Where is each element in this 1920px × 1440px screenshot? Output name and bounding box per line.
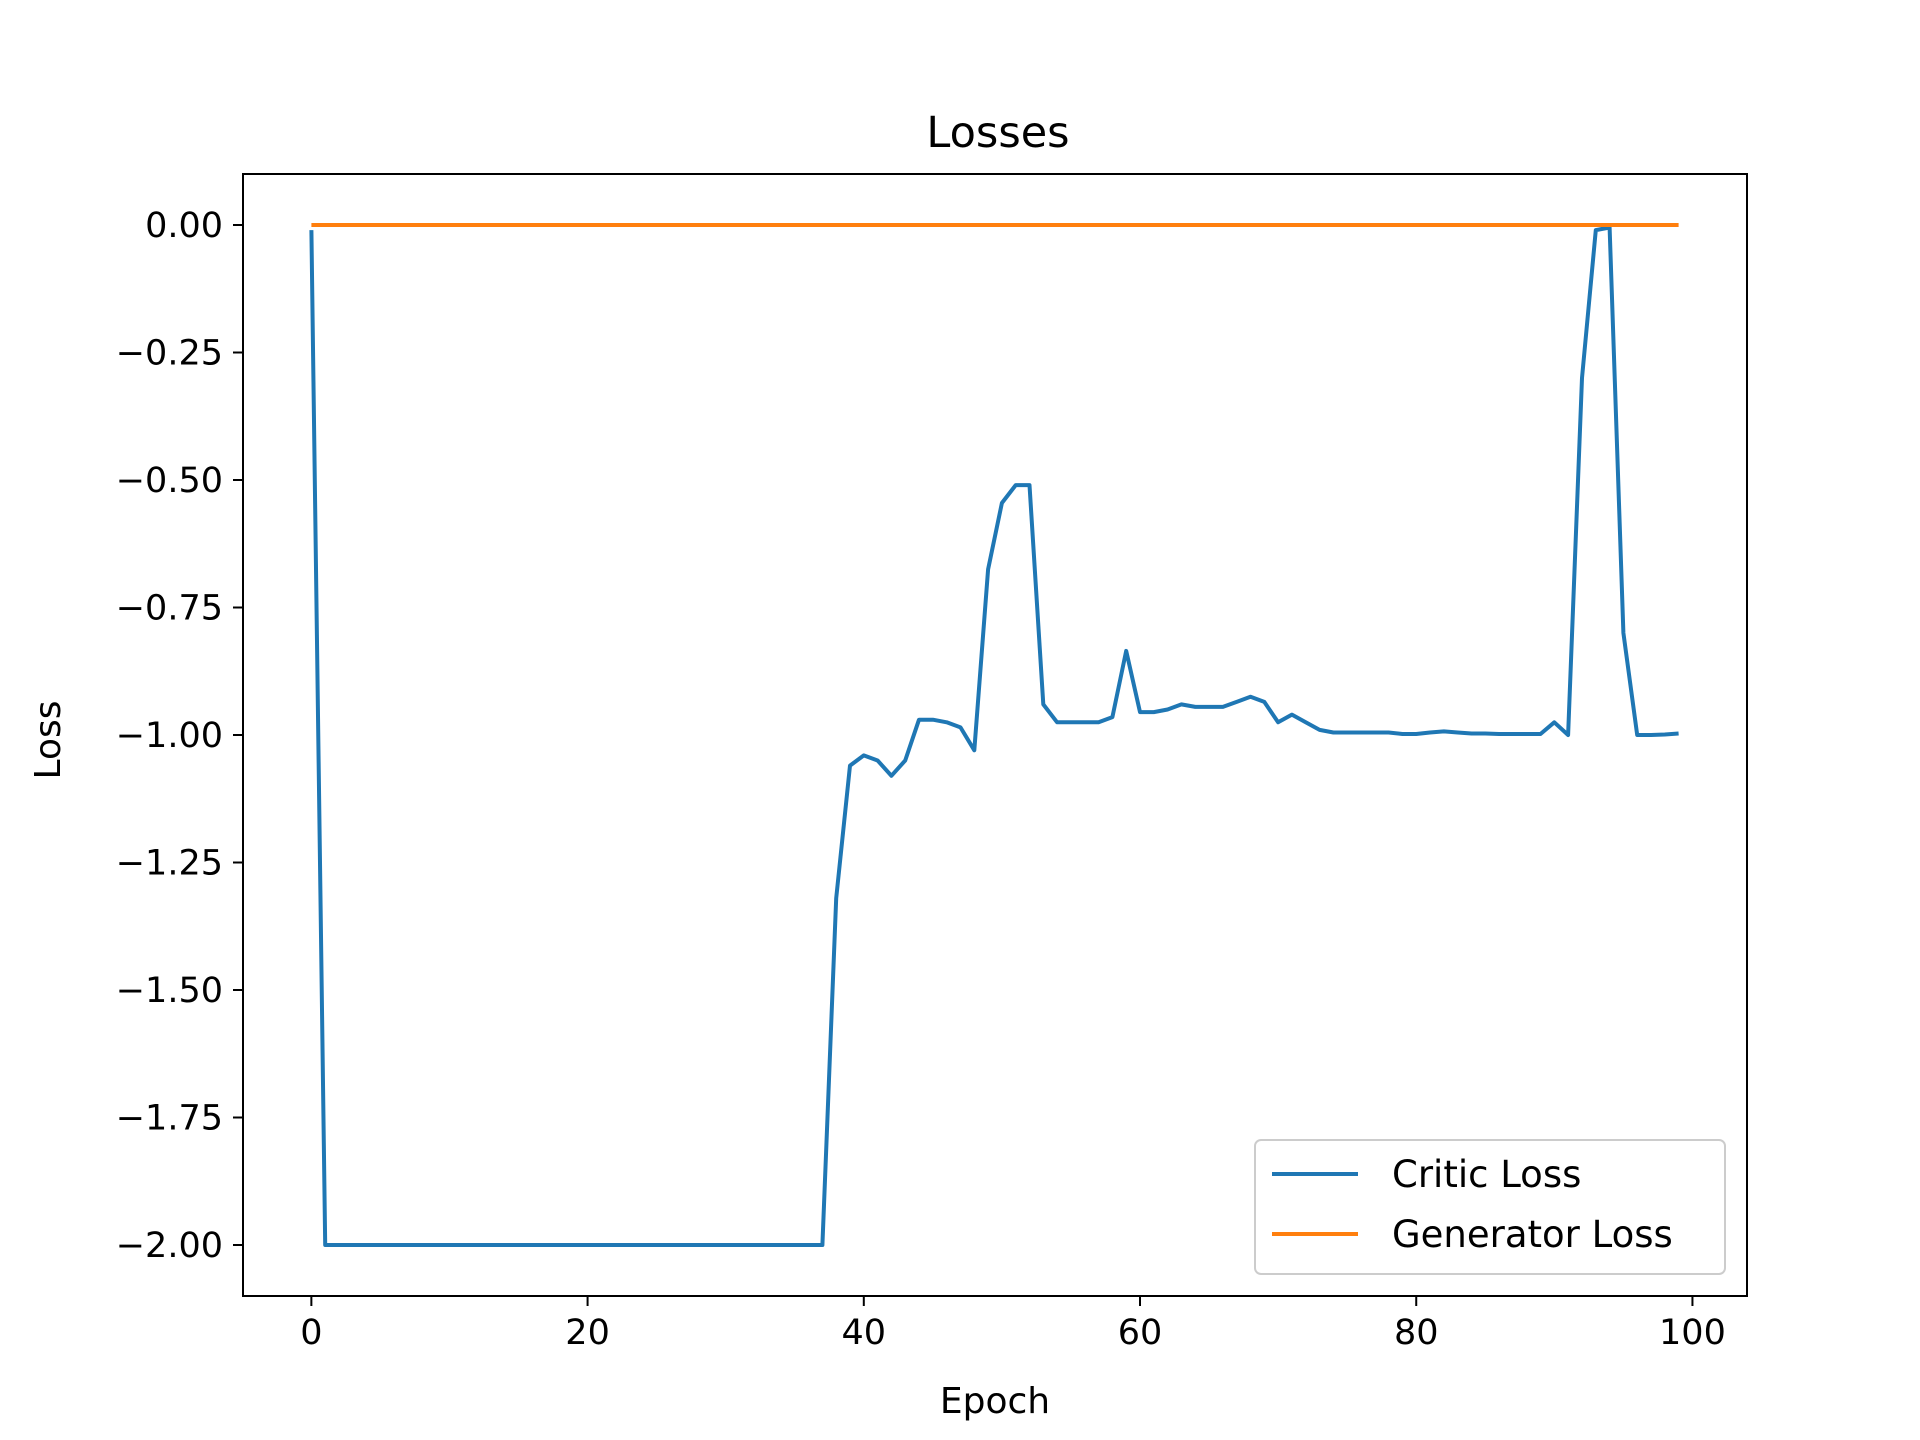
- x-tick-label: 60: [1118, 1313, 1163, 1353]
- legend: Critic Loss Generator Loss: [1254, 1139, 1726, 1275]
- y-tick-label: 0.00: [145, 206, 223, 246]
- y-tick-label: −1.00: [116, 716, 223, 756]
- series-line-critic-loss: [309, 225, 1679, 1247]
- x-tick-label: 0: [300, 1313, 322, 1353]
- y-tick-label: −1.75: [116, 1099, 223, 1139]
- y-tick-label: −0.75: [116, 589, 223, 629]
- y-tick-label: −1.50: [116, 971, 223, 1011]
- y-tick-label: −0.50: [116, 461, 223, 501]
- x-tick-label: 40: [842, 1313, 887, 1353]
- x-axis: 0 20 40 60 80 100: [300, 1296, 1726, 1353]
- y-tick-label: −0.25: [116, 334, 223, 374]
- legend-box: [1254, 1139, 1726, 1275]
- y-tick-label: −2.00: [116, 1226, 223, 1266]
- plot-area: [309, 223, 1679, 1247]
- y-tick-label: −1.25: [116, 844, 223, 884]
- x-tick-label: 80: [1394, 1313, 1439, 1353]
- y-axis: 0.00 −0.25 −0.50 −0.75 −1.00 −1.25 −1.50 −1.75 −…: [116, 206, 243, 1266]
- chart-title: Losses: [926, 108, 1069, 158]
- legend-label-critic-loss: Critic Loss: [1392, 1153, 1581, 1196]
- y-axis-label: Loss: [28, 701, 69, 780]
- legend-label-generator-loss: Generator Loss: [1392, 1213, 1673, 1256]
- x-tick-label: 100: [1659, 1313, 1726, 1353]
- x-axis-label: Epoch: [940, 1381, 1050, 1422]
- x-tick-label: 20: [565, 1313, 610, 1353]
